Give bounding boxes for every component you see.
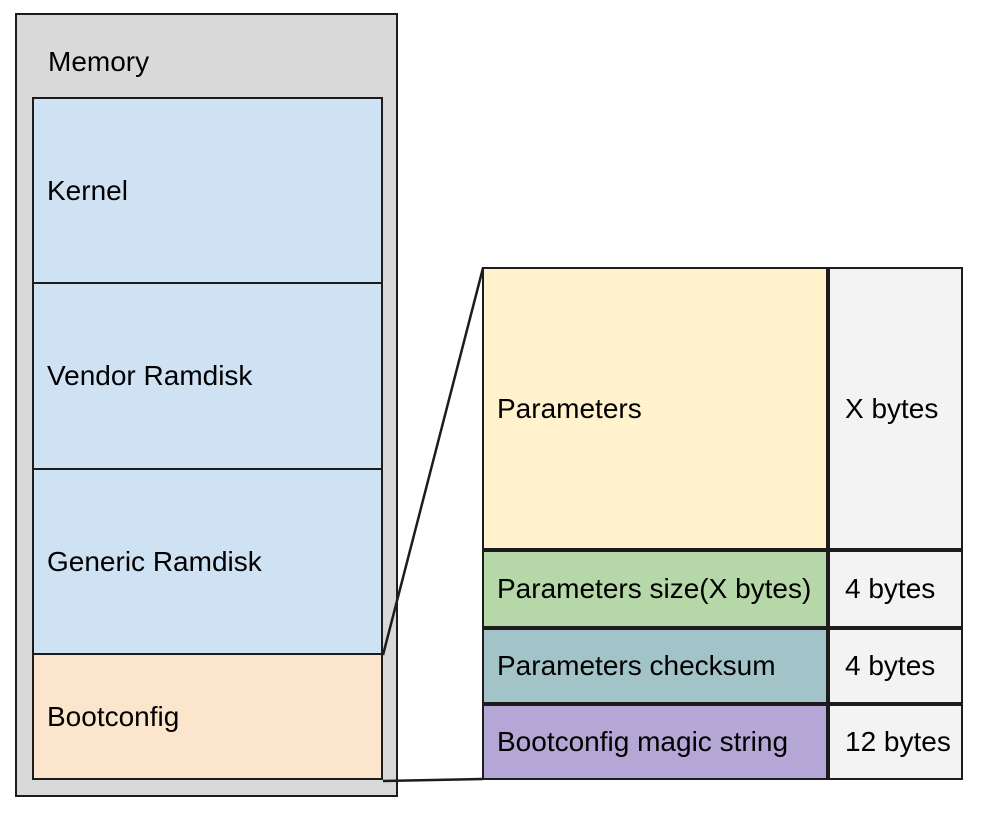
memory-section-vendor-ramdisk: Vendor Ramdisk [32,282,383,470]
memory-section-bootconfig-label: Bootconfig [47,700,180,732]
memory-section-generic-ramdisk: Generic Ramdisk [32,468,383,655]
detail-row-parameters-checksum-label: Parameters checksum [497,650,776,681]
detail-row-bootconfig-magic-string: Bootconfig magic string [482,704,828,780]
detail-row-parameters-checksum: Parameters checksum [482,628,828,704]
memory-section-kernel: Kernel [32,97,383,284]
memory-section-kernel-label: Kernel [47,174,128,206]
memory-section-generic-ramdisk-label: Generic Ramdisk [47,545,262,577]
detail-row-parameters-size: X bytes [845,392,939,424]
zoom-connector-top-line [381,267,485,656]
detail-row-parameters-size-field-size: 4 bytes [845,573,936,604]
zoom-connector-bottom-line [382,777,484,783]
memory-section-bootconfig: Bootconfig [32,653,383,780]
memory-title: Memory [48,46,150,77]
detail-row-bootconfig-magic-string-size-cell: 12 bytes [828,704,963,780]
detail-row-parameters-label: Parameters [497,392,642,424]
detail-row-parameters-checksum-size: 4 bytes [845,650,936,681]
detail-row-parameters-size-field-size-cell: 4 bytes [828,550,963,628]
memory-section-vendor-ramdisk-label: Vendor Ramdisk [47,360,253,391]
detail-row-parameters-checksum-size-cell: 4 bytes [828,628,963,704]
detail-row-bootconfig-magic-string-label: Bootconfig magic string [497,726,789,757]
detail-row-parameters-size-field: Parameters size(X bytes) [482,550,828,628]
detail-row-parameters-size-field-label: Parameters size(X bytes) [497,573,812,604]
detail-row-parameters-size-cell: X bytes [828,267,963,550]
detail-row-parameters: Parameters [482,267,828,550]
detail-row-bootconfig-magic-string-size: 12 bytes [845,726,951,757]
